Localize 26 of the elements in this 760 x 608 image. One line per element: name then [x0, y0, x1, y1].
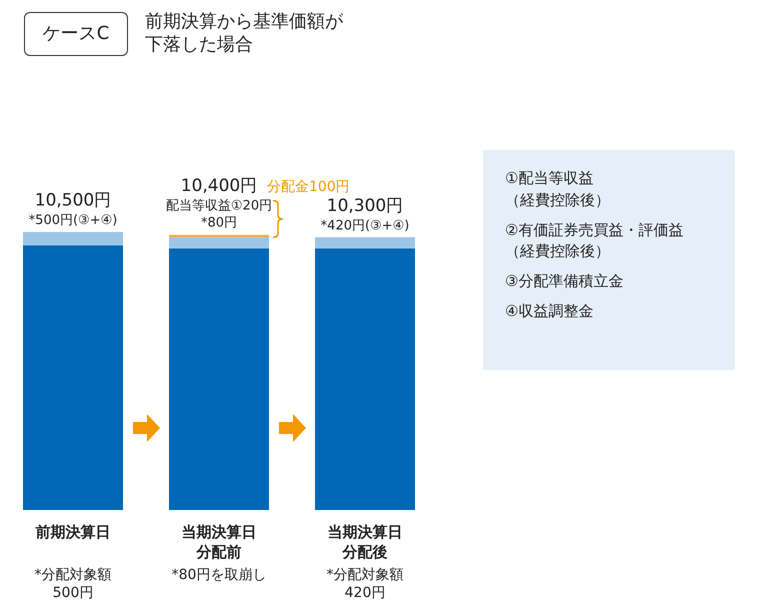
data-label: *80円 — [200, 216, 238, 231]
text: *分配対象額420円 — [326, 566, 404, 602]
text: ②有価証券売買益・評価益（経費控除後） — [505, 220, 684, 262]
chart-title: 前期決算から基準価額が下落した場合 — [145, 10, 344, 57]
bar — [169, 237, 269, 248]
total-label: 10,500円 — [34, 190, 112, 210]
bar — [169, 248, 269, 510]
data-label: *420円(③+④) — [320, 218, 410, 234]
text: ④収益調整金 — [505, 300, 594, 322]
total-label: 10,400円 — [180, 176, 258, 196]
text: ③分配準備積立金 — [505, 271, 624, 292]
x-tick-label: 当期決算日分配後 — [328, 523, 402, 561]
text: 分配金100円 — [267, 178, 350, 196]
text: ①配当等収益（経費控除後） — [505, 168, 611, 211]
bar — [315, 248, 415, 510]
bar — [315, 237, 415, 248]
x-tick-label: 当期決算日分配前 — [182, 523, 256, 561]
bar — [23, 232, 123, 246]
text: *分配対象額500円 — [34, 566, 112, 602]
data-label: *500円(③+④) — [28, 213, 118, 228]
total-label: 10,300円 — [326, 196, 404, 216]
bar — [23, 245, 123, 510]
text: *80円を取崩し — [172, 566, 266, 584]
x-tick-label: 前期決算日 — [34, 523, 110, 541]
data-label: 配当等収益①20円 — [166, 198, 272, 214]
chart-subtitle: ケースC — [24, 12, 128, 56]
